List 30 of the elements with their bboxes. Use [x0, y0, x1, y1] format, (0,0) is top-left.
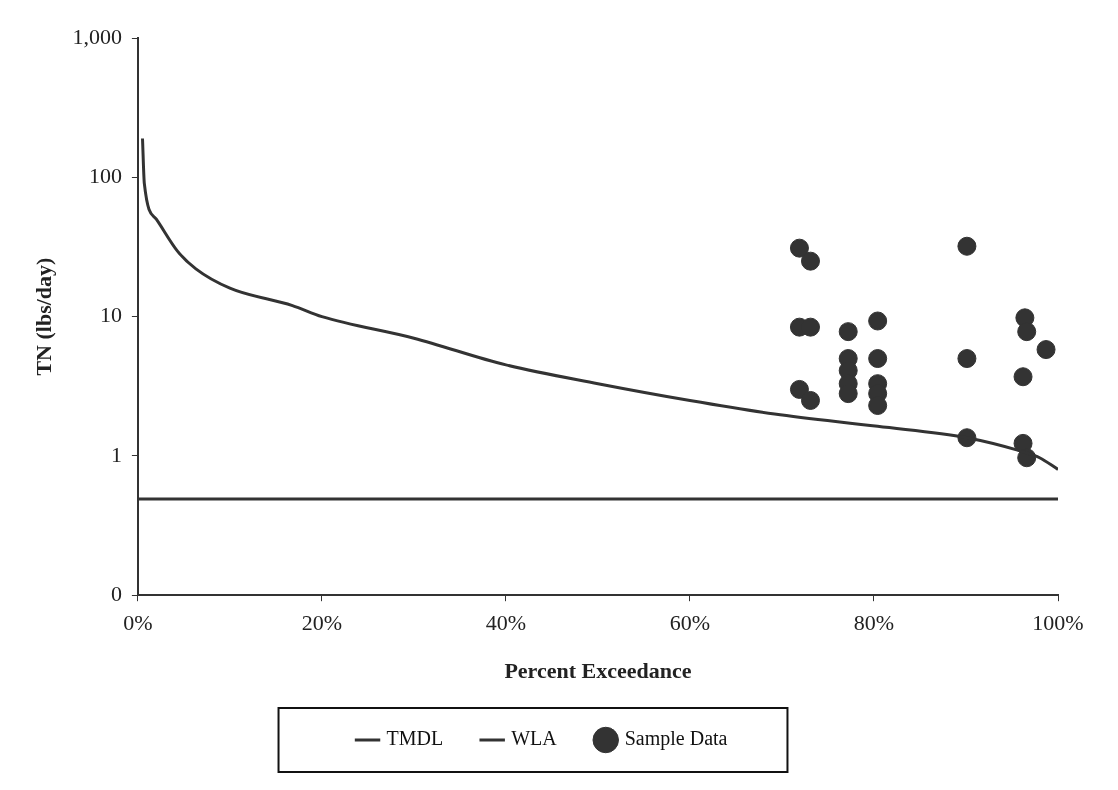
legend-label: TMDL: [386, 727, 444, 750]
point: [838, 322, 858, 342]
point: [789, 379, 809, 399]
point: [800, 390, 820, 410]
x-tick-label: 60%: [669, 610, 711, 636]
point: [868, 349, 888, 369]
legend-label: WLA: [511, 727, 558, 750]
y-tick-label: 0: [110, 580, 122, 606]
point: [1017, 322, 1037, 342]
x-axis-title: Percent Exceedance: [504, 658, 692, 684]
point: [1036, 340, 1056, 360]
point: [1013, 367, 1033, 387]
point: [789, 238, 809, 258]
x-tick-label: 0%: [123, 610, 153, 636]
legend-label: Sample Data: [624, 727, 728, 751]
x-tick-label: 80%: [853, 610, 895, 636]
point: [957, 349, 977, 369]
x-tick-label: 20%: [301, 610, 343, 636]
point: [957, 236, 977, 256]
y-tick-label: 1,000: [72, 23, 122, 49]
line-series: [141, 136, 1058, 471]
point: [868, 396, 888, 416]
y-axis-title: TN (lbs/day): [30, 257, 56, 376]
y-tick-label: 10: [99, 302, 122, 328]
y-tick-label: 1: [110, 441, 122, 467]
x-tick-label: 40%: [485, 610, 527, 636]
point: [868, 311, 888, 331]
y-tick-label: 100: [88, 163, 122, 189]
x-tick-label: 100%: [1032, 610, 1084, 636]
point: [800, 251, 820, 271]
